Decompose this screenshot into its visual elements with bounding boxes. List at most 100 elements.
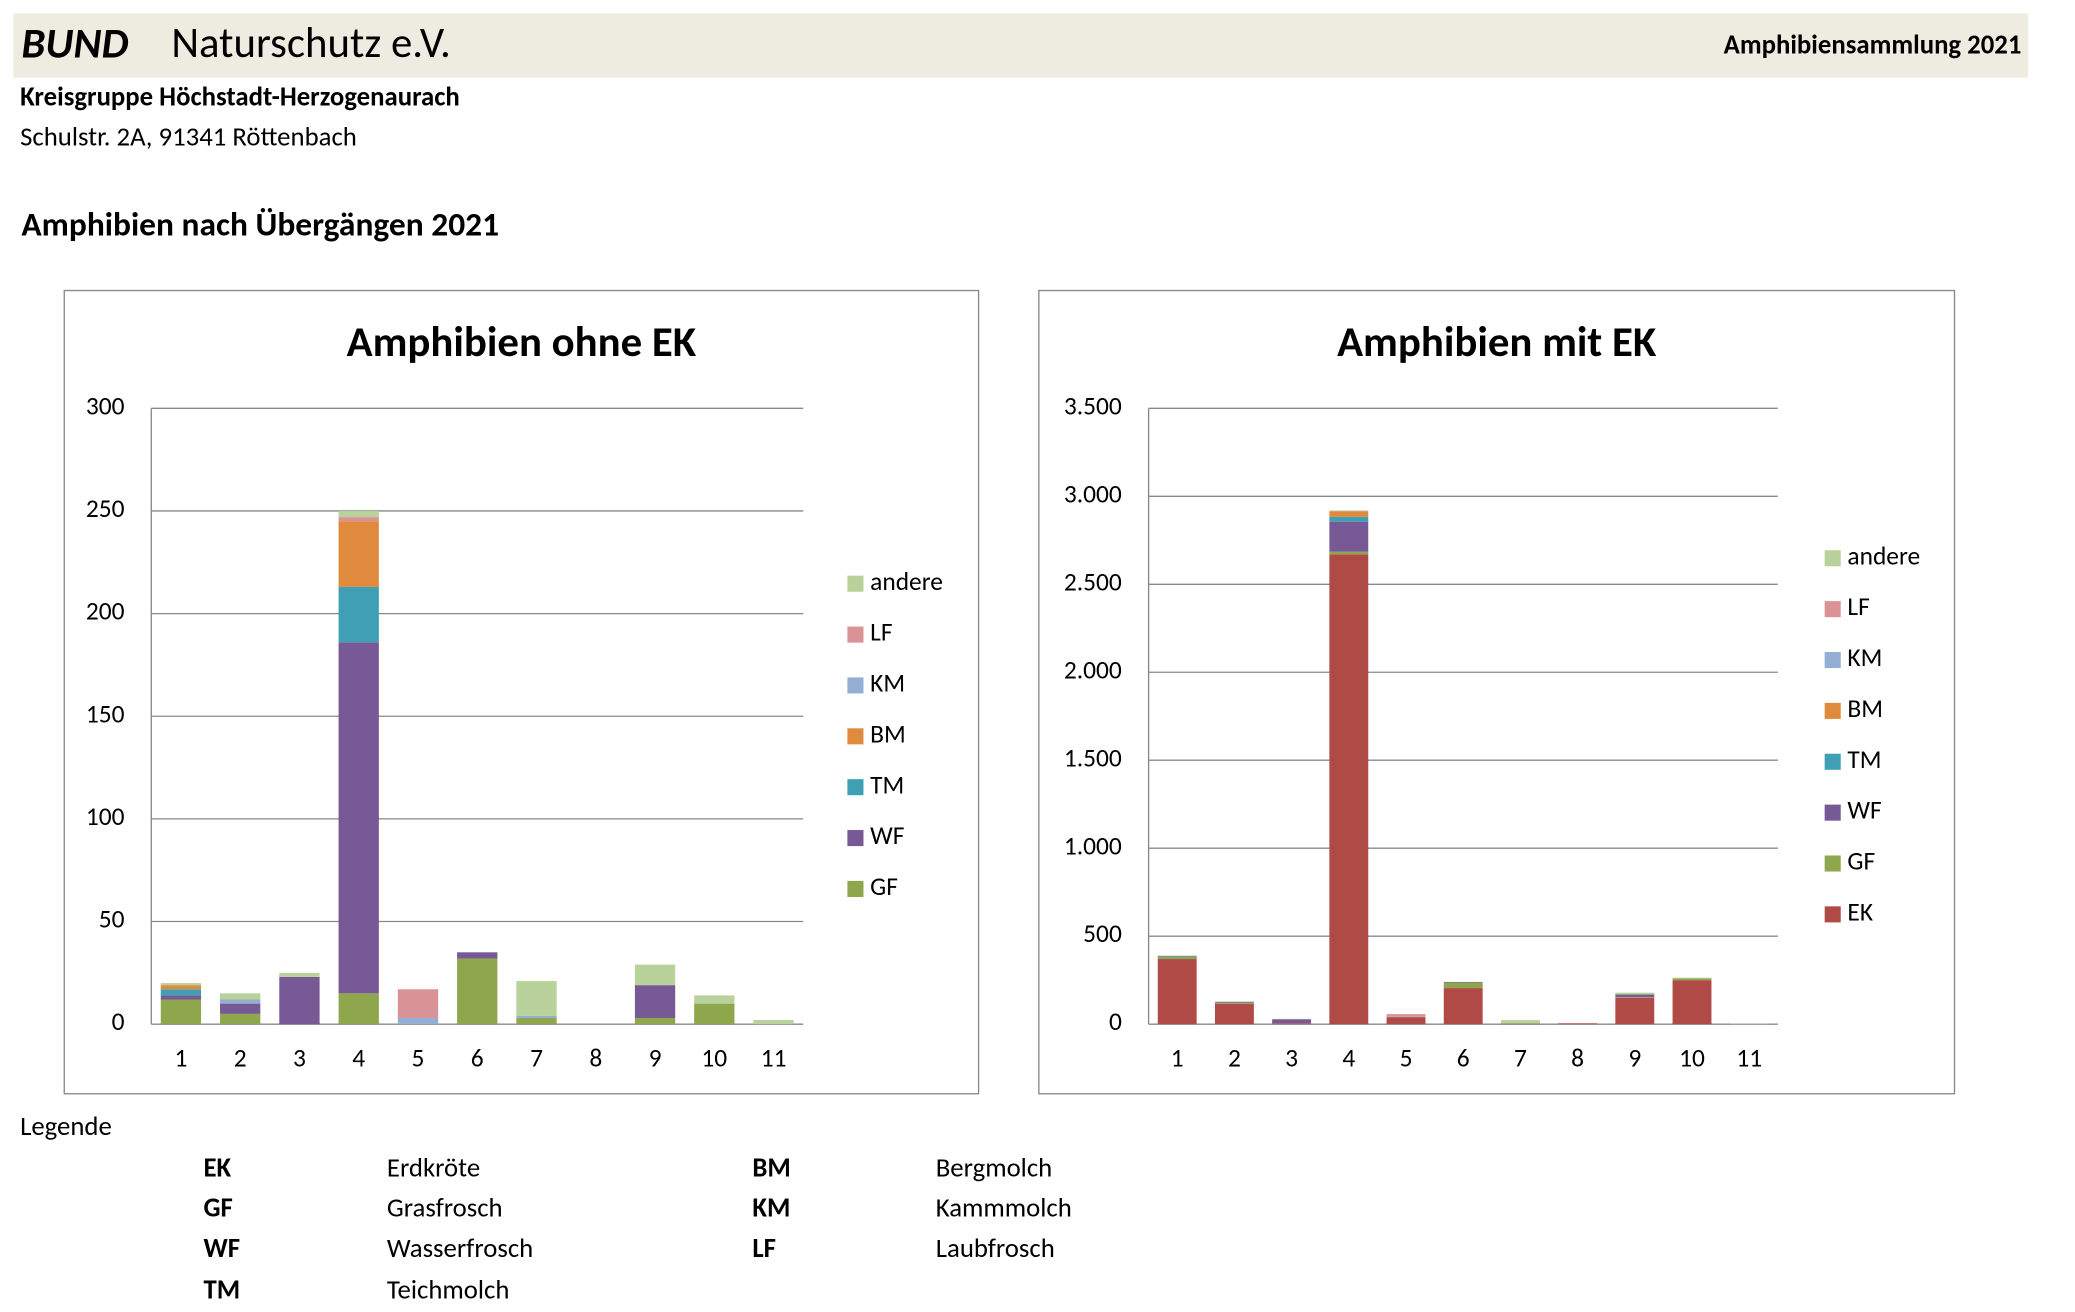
x-tick-label: 9: [1628, 1042, 1641, 1073]
y-tick-label: 2.000: [1064, 654, 1122, 685]
x-tick-label: 3: [1285, 1042, 1298, 1073]
x-tick-label: 9: [649, 1042, 662, 1073]
bar-segment: [634, 964, 676, 986]
bar-segment: [1157, 956, 1197, 960]
bar-segment: [338, 642, 379, 994]
bar-segment: [279, 972, 320, 977]
bar-segment: [1329, 516, 1369, 522]
x-tick-label: 8: [589, 1042, 602, 1073]
bar-segment: [1386, 1017, 1426, 1025]
legend-label: LF: [1847, 591, 1869, 622]
bar-segment: [160, 985, 202, 990]
legend-abbr: KM: [752, 1193, 790, 1225]
bar-segment: [1272, 1023, 1312, 1025]
x-tick-label: 7: [1514, 1042, 1527, 1073]
legend-label: andere: [1847, 540, 1920, 571]
bar-segment: [220, 993, 261, 1000]
legend-swatch: [1824, 804, 1841, 821]
bar-segment: [694, 1003, 735, 1025]
y-tick-label: 300: [86, 390, 125, 421]
bar-segment: [1615, 992, 1655, 995]
legend-label: GF: [1847, 846, 1875, 877]
x-tick-label: 1: [1171, 1042, 1184, 1073]
y-tick-label: 2.500: [1064, 566, 1122, 597]
bar-segment: [1214, 1003, 1254, 1004]
bar-segment: [634, 985, 676, 1018]
bar-segment: [338, 521, 379, 587]
legend-label: GF: [870, 871, 898, 902]
bar-segment: [457, 958, 498, 1025]
bar-segment: [279, 976, 320, 1025]
chart-title: Amphibien mit EK: [1337, 315, 1657, 368]
legend-label: KM: [1847, 642, 1882, 673]
y-tick-label: 50: [99, 904, 125, 935]
x-tick-label: 11: [1736, 1042, 1762, 1073]
doc-title: Amphibiensammlung 2021: [1724, 29, 2022, 61]
bar-segment: [1386, 1014, 1426, 1017]
x-tick-label: 2: [234, 1042, 247, 1073]
x-tick-label: 10: [701, 1042, 727, 1073]
bar-segment: [1329, 554, 1369, 1025]
y-tick-label: 500: [1083, 918, 1122, 949]
bar-segment: [1443, 982, 1483, 989]
chart-frame: [1038, 289, 1956, 1095]
chart-title: Amphibien ohne EK: [347, 315, 697, 368]
x-tick-label: 1: [174, 1042, 187, 1073]
legend-label: LF: [870, 617, 892, 648]
x-tick-label: 6: [1457, 1042, 1470, 1073]
legend-abbr: BM: [752, 1153, 790, 1185]
y-tick-label: 1.500: [1064, 742, 1122, 773]
legend-swatch: [1824, 753, 1841, 770]
group: Kreisgruppe Höchstadt-Herzogenaurach: [20, 82, 460, 114]
bar-segment: [1329, 511, 1369, 517]
legend-name: Laubfrosch: [936, 1233, 1055, 1265]
bar-segment: [1386, 1016, 1426, 1018]
y-tick-label: 250: [86, 493, 125, 524]
bar-segment: [338, 586, 379, 643]
legend-swatch: [847, 728, 864, 745]
legend-label: BM: [870, 718, 906, 749]
legend-name: Teichmolch: [387, 1274, 510, 1306]
x-tick-label: 8: [1571, 1042, 1584, 1073]
header-band: [13, 13, 2029, 78]
bar-segment: [694, 995, 735, 1004]
section-title: Amphibien nach Übergängen 2021: [21, 204, 499, 245]
bar-segment: [397, 1017, 439, 1025]
x-tick-label: 4: [352, 1042, 365, 1073]
bar-segment: [1329, 551, 1369, 555]
org: Naturschutz e.V.: [171, 16, 450, 69]
y-tick-label: 3.000: [1064, 478, 1122, 509]
legend-title: Legende: [20, 1111, 112, 1143]
bar-segment: [397, 989, 439, 1018]
bar-segment: [1214, 1002, 1254, 1004]
bar-segment: [457, 952, 498, 959]
legend-abbr: EK: [203, 1153, 231, 1185]
y-tick-label: 150: [86, 698, 125, 729]
legend-swatch: [1824, 702, 1841, 719]
y-tick-label: 3.500: [1064, 390, 1122, 421]
bar-segment: [1500, 1023, 1540, 1024]
bar-segment: [1558, 1023, 1598, 1025]
x-tick-label: 2: [1228, 1042, 1241, 1073]
legend-abbr: WF: [203, 1233, 240, 1265]
bar-segment: [160, 989, 202, 996]
bar-segment: [1157, 959, 1197, 1025]
legend-name: Wasserfrosch: [387, 1233, 533, 1265]
bar-segment: [1672, 978, 1712, 981]
bar-segment: [1615, 997, 1655, 998]
bar-segment: [516, 1017, 557, 1025]
legend-swatch: [847, 626, 864, 643]
bar-segment: [220, 1003, 261, 1014]
bar-segment: [1157, 956, 1197, 957]
bar-segment: [160, 999, 202, 1025]
legend-name: Kammmolch: [936, 1193, 1072, 1225]
legend-label: TM: [870, 769, 904, 800]
bar-segment: [1672, 977, 1712, 979]
legend-label: WF: [1847, 795, 1881, 826]
bar-segment: [1214, 1001, 1254, 1002]
x-tick-label: 10: [1679, 1042, 1705, 1073]
legend-swatch: [847, 575, 864, 592]
legend-swatch: [1824, 855, 1841, 872]
legend-label: WF: [870, 820, 904, 851]
